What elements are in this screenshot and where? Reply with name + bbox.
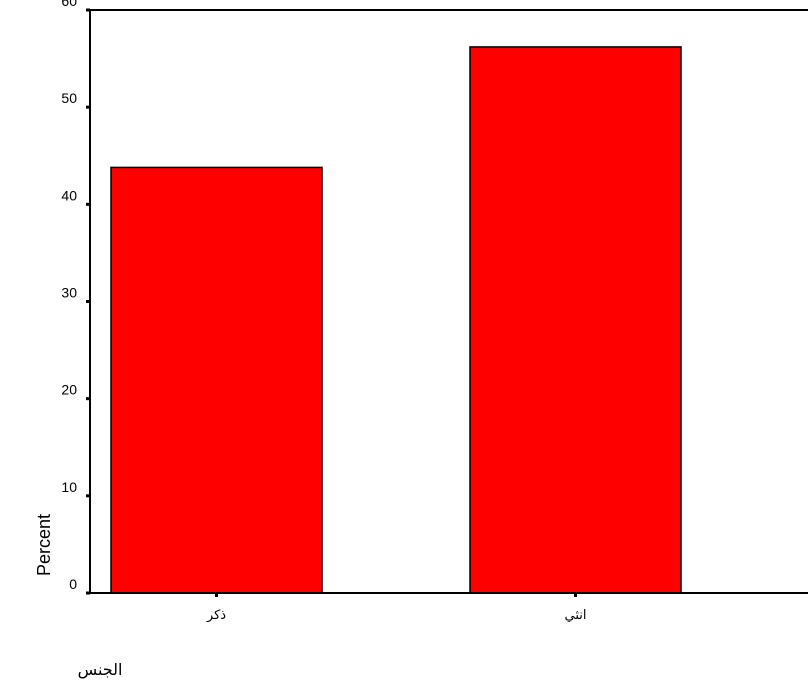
y-axis-title: Percent: [34, 514, 54, 576]
x-axis-ticks: ذكر انثي: [206, 593, 587, 623]
y-tick-label: 50: [61, 90, 77, 106]
y-tick-label: 30: [61, 285, 77, 301]
x-tick-label: انثي: [565, 608, 587, 623]
y-tick-label: 40: [61, 187, 77, 203]
bar-0: [110, 166, 323, 594]
y-tick-label: 20: [61, 382, 77, 398]
x-axis-title: الجنس: [78, 660, 123, 680]
y-axis-ticks: 0 10 20 30 40 50 60: [61, 0, 90, 595]
bars-group: [110, 46, 682, 594]
y-tick-label: 10: [61, 479, 77, 495]
y-tick-label: 0: [69, 576, 77, 592]
bar-1: [469, 46, 682, 594]
x-tick-label: ذكر: [206, 608, 226, 623]
y-tick-label: 60: [61, 0, 77, 9]
